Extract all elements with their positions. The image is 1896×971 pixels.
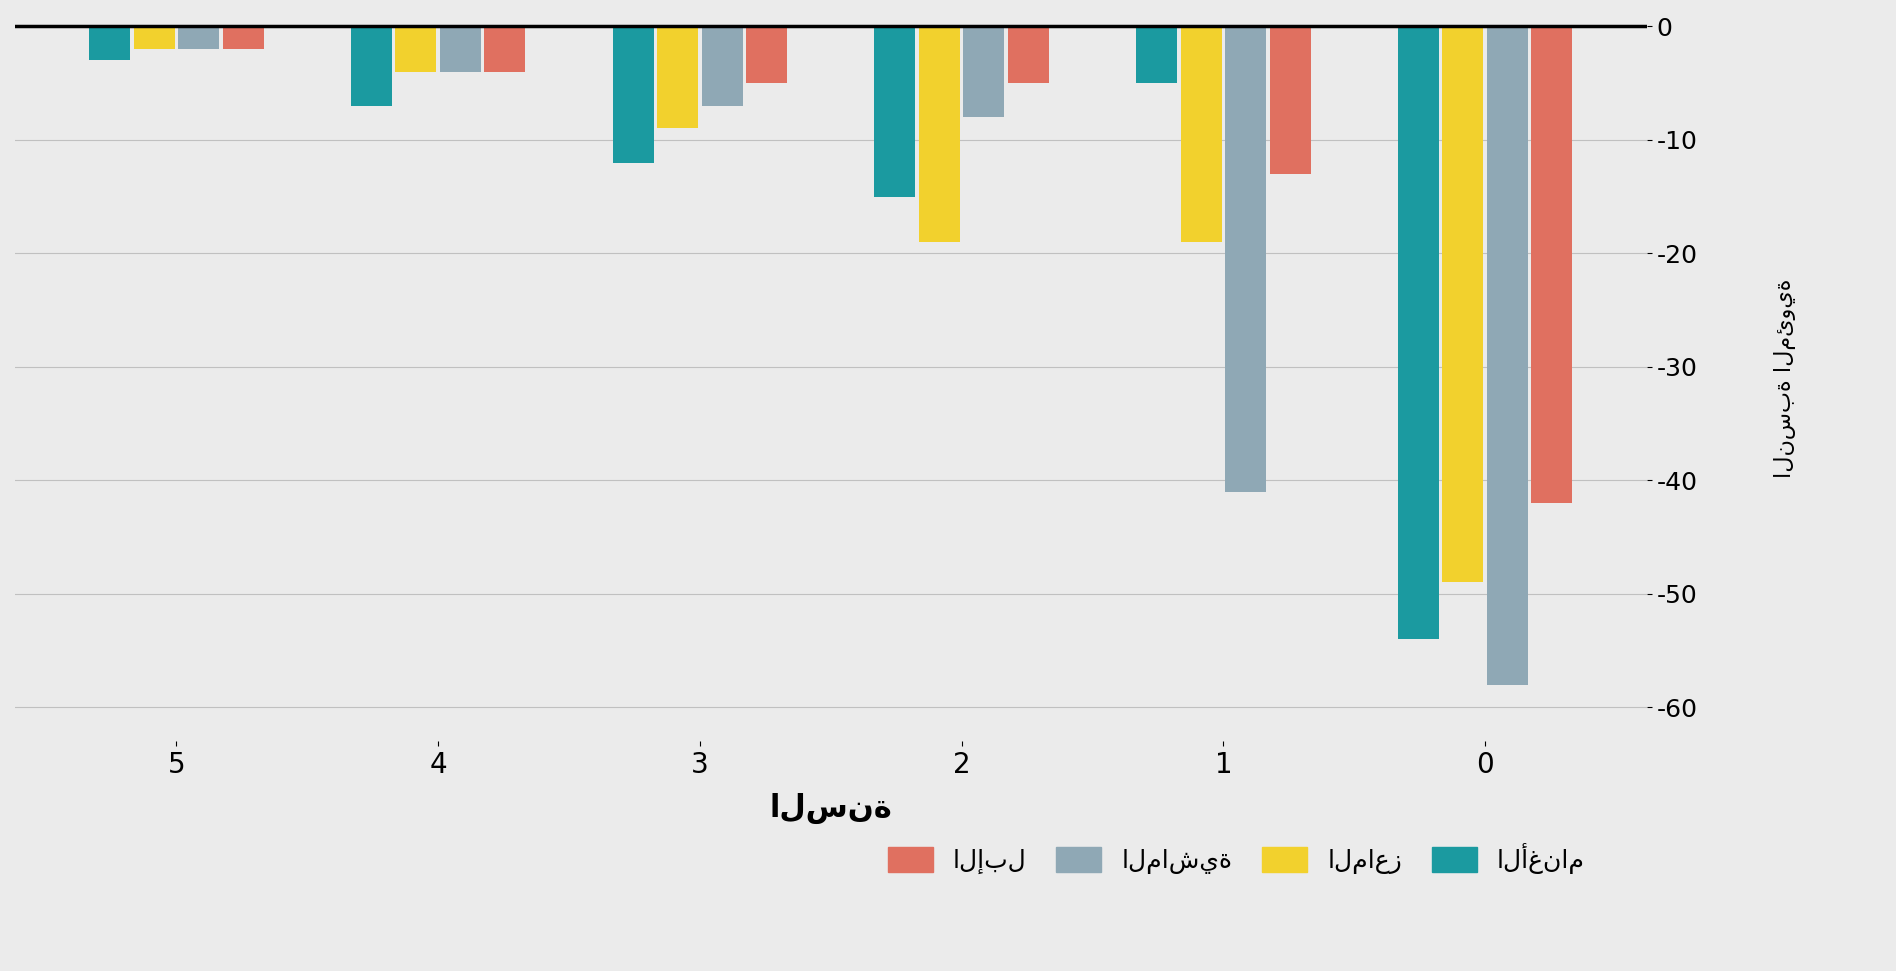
Bar (89, 26, 131, 60)
Y-axis label: النسبة المئوية: النسبة المئوية (1773, 279, 1796, 478)
Bar (1397, 26, 1439, 639)
Bar (874, 26, 916, 196)
Bar (612, 26, 654, 162)
Bar (222, 26, 264, 50)
Bar (1486, 26, 1528, 685)
Bar (1009, 26, 1048, 84)
Bar (963, 26, 1005, 117)
Bar (483, 26, 525, 72)
X-axis label: السنة: السنة (770, 793, 893, 824)
Bar (1225, 26, 1267, 491)
Legend: الإبل, الماشية, الماعز, الأغنام: الإبل, الماشية, الماعز, الأغنام (887, 843, 1585, 874)
Bar (702, 26, 743, 106)
Bar (1532, 26, 1572, 503)
Bar (351, 26, 392, 106)
Bar (178, 26, 220, 50)
Bar (747, 26, 787, 84)
Bar (396, 26, 436, 72)
Bar (133, 26, 174, 50)
Bar (1443, 26, 1483, 583)
Bar (440, 26, 482, 72)
Bar (1270, 26, 1310, 174)
Bar (1181, 26, 1221, 242)
Bar (920, 26, 959, 242)
Bar (658, 26, 698, 128)
Bar (1136, 26, 1177, 84)
